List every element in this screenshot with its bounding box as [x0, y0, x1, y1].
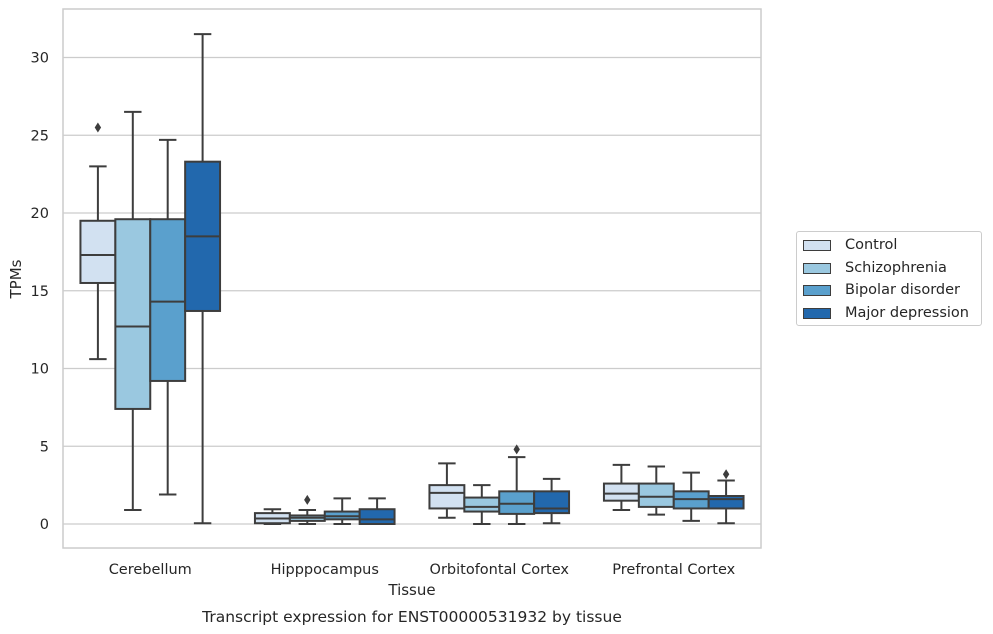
box-iqr — [533, 490, 571, 515]
legend-label: Bipolar disorder — [845, 282, 960, 298]
legend-item-bipolar-disorder: Bipolar disorder — [803, 280, 960, 300]
box-iqr — [637, 482, 675, 508]
box-1-3 — [358, 497, 396, 526]
box-3-1 — [637, 465, 675, 516]
legend-item-schizophrenia: Schizophrenia — [803, 258, 947, 278]
legend-label: Major depression — [845, 305, 969, 321]
x-tick-label: Cerebellum — [109, 562, 192, 578]
y-tick-label: 25 — [31, 128, 49, 144]
box-iqr — [358, 508, 396, 526]
box-2-3 — [533, 477, 571, 525]
box-iqr — [114, 218, 152, 410]
legend-item-control: Control — [803, 235, 897, 255]
y-tick-label: 15 — [31, 284, 49, 300]
y-tick-label: 10 — [31, 362, 49, 378]
box-2-1 — [463, 484, 501, 525]
box-iqr — [707, 495, 745, 510]
x-tick-label: Hipppocampus — [271, 562, 379, 578]
legend-label: Schizophrenia — [845, 260, 947, 276]
box-1-1 — [288, 494, 326, 525]
x-tick-label: Orbitofontal Cortex — [430, 562, 570, 578]
x-tick-labels: Cerebellum Hipppocampus Orbitofontal Corte… — [109, 562, 736, 578]
box-iqr — [149, 218, 187, 382]
y-tick-label: 20 — [31, 206, 49, 222]
legend-swatch — [803, 307, 831, 319]
legend-item-major-depression: Major depression — [803, 303, 969, 323]
outlier-point — [304, 494, 311, 505]
y-tick-label: 0 — [40, 517, 49, 533]
chart-title: Transcript expression for ENST0000053193… — [201, 608, 622, 626]
y-tick-label: 30 — [31, 51, 49, 67]
box-iqr — [602, 482, 640, 502]
outlier-point — [722, 469, 730, 480]
box-0-2 — [149, 138, 187, 496]
box-iqr — [428, 484, 466, 510]
x-axis-label: Tissue — [387, 581, 435, 599]
x-tick-label: Prefrontal Cortex — [612, 562, 735, 578]
box-2-0 — [428, 462, 466, 519]
box-3-2 — [672, 471, 710, 522]
legend-swatch — [803, 239, 831, 251]
box-0-0 — [79, 122, 117, 361]
y-tick-labels: 0 5 10 15 20 25 30 — [31, 51, 49, 534]
outlier-point — [513, 444, 520, 455]
y-axis-label: TPMs — [7, 259, 25, 299]
legend-swatch — [803, 284, 831, 296]
outlier-point — [94, 122, 102, 133]
box-1-0 — [253, 508, 291, 525]
legend: Control Schizophrenia Bipolar disorder M… — [796, 231, 982, 326]
box-0-3 — [184, 33, 222, 525]
box-0-1 — [114, 110, 152, 512]
legend-label: Control — [845, 237, 898, 253]
box-iqr — [463, 496, 501, 513]
y-tick-label: 5 — [40, 439, 49, 455]
box-iqr — [79, 219, 117, 284]
box-iqr — [498, 490, 536, 515]
box-3-3 — [707, 469, 745, 525]
legend-swatch — [803, 262, 831, 274]
plot-frame — [62, 8, 762, 549]
box-3-0 — [602, 463, 640, 512]
box-2-2 — [498, 444, 536, 525]
box-1-2 — [323, 497, 361, 525]
box-layer — [79, 33, 745, 526]
